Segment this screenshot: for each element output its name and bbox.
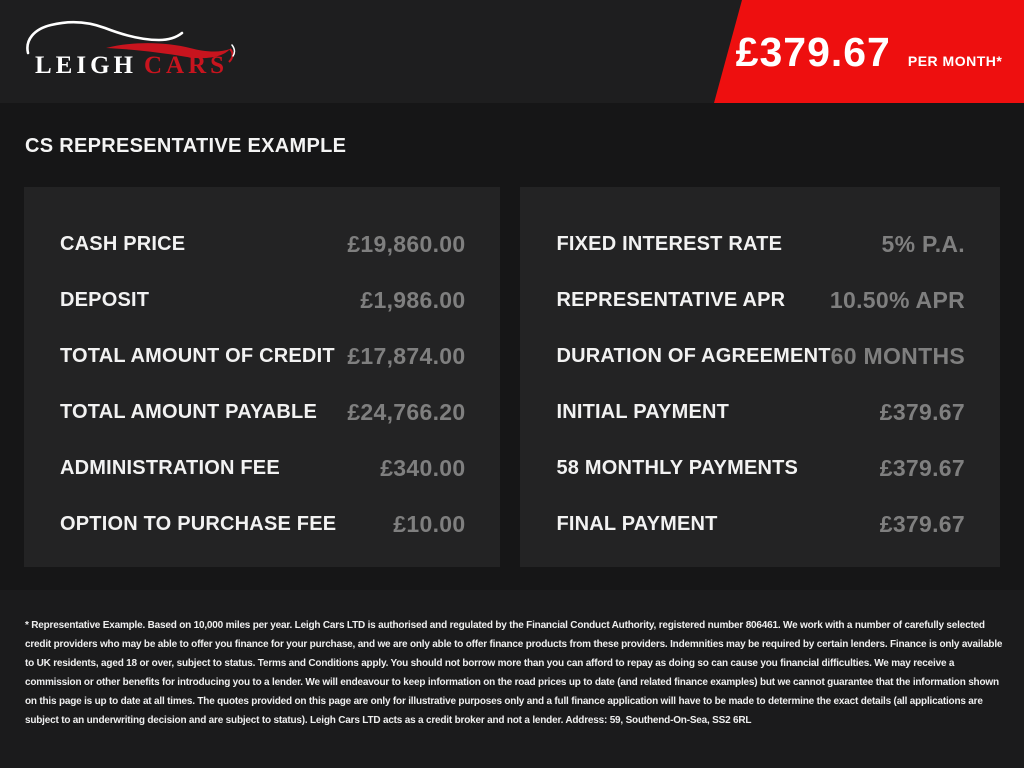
finance-panels: CASH PRICE £19,860.00 DEPOSIT £1,986.00 … <box>24 187 1000 567</box>
leigh-cars-logo[interactable]: LEIGH CARS <box>25 16 237 82</box>
logo-word-cars: CARS <box>143 52 229 79</box>
row-value: £379.67 <box>879 510 965 537</box>
row-label: FIXED INTEREST RATE <box>556 232 783 255</box>
row-value: 60 MONTHS <box>830 342 965 369</box>
row-value: £10.00 <box>393 510 466 537</box>
row-label: ADMINISTRATION FEE <box>60 456 280 479</box>
finance-row-duration: DURATION OF AGREEMENT 60 MONTHS <box>556 328 965 384</box>
row-label: CASH PRICE <box>60 232 186 255</box>
finance-row-deposit: DEPOSIT £1,986.00 <box>60 272 465 328</box>
disclaimer-text: * Representative Example. Based on 10,00… <box>25 620 1003 726</box>
footer: * Representative Example. Based on 10,00… <box>0 590 1024 768</box>
row-label: DURATION OF AGREEMENT <box>556 344 831 367</box>
row-label: DEPOSIT <box>60 288 150 311</box>
monthly-price-period: PER MONTH* <box>907 53 1003 69</box>
row-label: OPTION TO PURCHASE FEE <box>60 512 337 535</box>
finance-row-cash-price: CASH PRICE £19,860.00 <box>60 216 465 272</box>
logo-wordmark: LEIGH CARS <box>35 52 228 80</box>
finance-row-initial-payment: INITIAL PAYMENT £379.67 <box>556 384 965 440</box>
row-value: £24,766.20 <box>347 398 466 425</box>
finance-row-final-payment: FINAL PAYMENT £379.67 <box>556 496 965 552</box>
logo-word-leigh: LEIGH <box>35 52 137 79</box>
monthly-price-banner: £379.67 PER MONTH* <box>714 0 1024 103</box>
row-label: TOTAL AMOUNT PAYABLE <box>60 400 317 423</box>
monthly-price: £379.67 <box>735 29 891 75</box>
row-value: £379.67 <box>879 454 965 481</box>
finance-row-monthly-payments: 58 MONTHLY PAYMENTS £379.67 <box>556 440 965 496</box>
row-value: 5% P.A. <box>881 230 965 257</box>
row-label: FINAL PAYMENT <box>556 512 718 535</box>
finance-panel-right: FIXED INTEREST RATE 5% P.A. REPRESENTATI… <box>520 187 1000 567</box>
row-value: £19,860.00 <box>347 230 466 257</box>
main-content: CS REPRESENTATIVE EXAMPLE CASH PRICE £19… <box>0 103 1024 590</box>
header: LEIGH CARS £379.67 PER MONTH* <box>0 0 1024 103</box>
row-label: INITIAL PAYMENT <box>556 400 730 423</box>
page-title: CS REPRESENTATIVE EXAMPLE <box>25 135 347 157</box>
finance-row-interest-rate: FIXED INTEREST RATE 5% P.A. <box>556 216 965 272</box>
row-value: £17,874.00 <box>347 342 466 369</box>
finance-row-option-fee: OPTION TO PURCHASE FEE £10.00 <box>60 496 465 552</box>
row-value: 10.50% APR <box>829 286 965 313</box>
finance-row-total-credit: TOTAL AMOUNT OF CREDIT £17,874.00 <box>60 328 465 384</box>
row-value: £379.67 <box>879 398 965 425</box>
row-label: TOTAL AMOUNT OF CREDIT <box>60 344 335 367</box>
finance-row-apr: REPRESENTATIVE APR 10.50% APR <box>556 272 965 328</box>
finance-row-admin-fee: ADMINISTRATION FEE £340.00 <box>60 440 465 496</box>
row-label: REPRESENTATIVE APR <box>556 288 786 311</box>
row-label: 58 MONTHLY PAYMENTS <box>556 456 799 479</box>
car-swoosh-icon <box>26 20 236 63</box>
finance-row-total-payable: TOTAL AMOUNT PAYABLE £24,766.20 <box>60 384 465 440</box>
row-value: £340.00 <box>380 454 466 481</box>
row-value: £1,986.00 <box>360 286 466 313</box>
finance-panel-left: CASH PRICE £19,860.00 DEPOSIT £1,986.00 … <box>24 187 501 567</box>
